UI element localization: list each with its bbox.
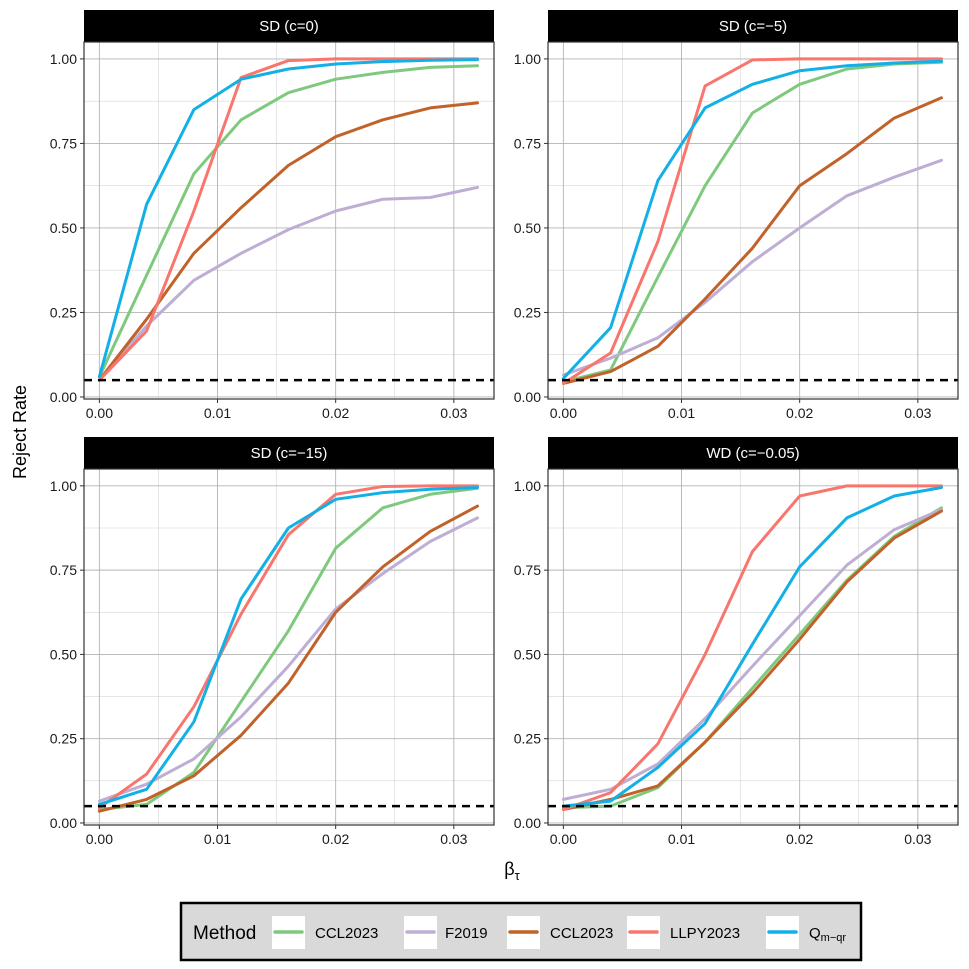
x-tick-label: 0.02 [322,405,349,421]
panel-4: WD (c=−0.05) 0.00 0.01 0.02 0.03 0.00 0.25 0.50… [514,437,959,847]
x-tick-label: 0.00 [550,405,577,421]
series-line-3 [97,101,479,382]
x-tick-label: 0.01 [668,405,695,421]
y-tick-label: 0.00 [50,389,77,405]
panel-title: SD (c=−15) [251,445,328,462]
series-line-2 [97,185,479,382]
series-line-2 [561,508,943,801]
series-line-4 [97,57,479,382]
y-axis-title: Reject Rate [10,385,30,479]
series-line-5 [561,486,943,808]
y-tick-label: 1.00 [50,51,77,67]
x-tick-label: 0.00 [86,405,113,421]
panel-border [547,41,959,400]
x-tick-label: 0.03 [440,831,467,847]
legend-label: Qm−qr [809,925,846,944]
y-tick-label: 0.50 [514,220,541,236]
y-tick-label: 1.00 [514,478,541,494]
y-tick-label: 0.75 [50,562,77,578]
y-tick-label: 1.00 [514,51,541,67]
y-tick-label: 0.25 [514,731,541,747]
series-line-5 [97,486,479,806]
x-axis-title-sub: τ [515,868,521,883]
series-line-5 [561,59,943,380]
x-tick-label: 0.02 [322,831,349,847]
y-tick-label: 0.00 [514,815,541,831]
legend-entries: CCL2023 F2019 CCL2023 LLPY2023 Qm−qr [272,916,846,949]
series-line-4 [561,57,943,385]
series-line-4 [561,484,943,811]
x-tick-label: 0.00 [550,831,577,847]
legend-label: CCL2023 [315,925,378,942]
y-tick-label: 0.00 [514,389,541,405]
y-tick-label: 0.25 [514,304,541,320]
y-tick-label: 0.75 [514,562,541,578]
x-tick-label: 0.02 [786,831,813,847]
panel-1: SD (c=0) 0.00 0.01 0.02 0.03 0.00 0.25 0.50 0.75… [50,10,495,421]
legend-entry-4: LLPY2023 [627,916,740,949]
y-tick-label: 0.75 [514,135,541,151]
y-tick-label: 0.75 [50,135,77,151]
legend: Method CCL2023 F2019 CCL2023 LLPY2023 Qm−qr [179,901,863,962]
panel-strip [548,10,958,42]
x-tick-label: 0.02 [786,405,813,421]
panel-title: SD (c=0) [259,18,319,35]
x-tick-label: 0.03 [440,405,467,421]
legend-entry-3: CCL2023 [507,916,613,949]
legend-label: F2019 [445,925,488,942]
series-line-2 [97,516,479,803]
legend-label-sub: m−qr [821,932,847,944]
series-line-1 [97,486,479,811]
x-axis-title: βτ [504,859,520,883]
legend-title: Method [193,923,256,944]
y-tick-label: 0.50 [50,220,77,236]
y-tick-label: 0.50 [514,646,541,662]
series-line-1 [97,64,479,379]
legend-entry-1: CCL2023 [272,916,378,949]
legend-entry-5: Qm−qr [766,916,846,949]
series-line-1 [561,60,943,384]
x-tick-label: 0.01 [668,831,695,847]
series-line-3 [561,509,943,811]
y-tick-label: 0.25 [50,304,77,320]
series-line-3 [561,96,943,385]
y-tick-label: 1.00 [50,478,77,494]
x-tick-label: 0.03 [904,405,931,421]
series-line-3 [97,504,479,813]
y-tick-label: 0.00 [50,815,77,831]
panel-2: SD (c=−5) 0.00 0.01 0.02 0.03 0.00 0.25 0.50 0.7… [514,10,959,421]
panel-border [547,468,959,826]
x-tick-label: 0.01 [204,405,231,421]
series-line-4 [97,484,479,810]
panel-border [83,468,495,826]
x-tick-label: 0.00 [86,831,113,847]
panel-3: SD (c=−15) 0.00 0.01 0.02 0.03 0.00 0.25 0.50 0.… [50,437,495,847]
x-axis-title-base: β [504,859,514,879]
legend-label-main: Q [809,925,821,942]
panel-border [83,41,495,400]
panels-group: SD (c=0) 0.00 0.01 0.02 0.03 0.00 0.25 0.50 0.75… [50,10,959,847]
legend-label: LLPY2023 [670,925,740,942]
x-tick-label: 0.01 [204,831,231,847]
y-tick-label: 0.25 [50,731,77,747]
legend-entry-2: F2019 [404,916,488,949]
panel-strip [84,10,494,42]
y-tick-label: 0.50 [50,646,77,662]
panel-strip [548,437,958,469]
series-line-5 [97,58,479,379]
series-line-2 [561,158,943,377]
panel-strip [84,437,494,469]
x-tick-label: 0.03 [904,831,931,847]
legend-label: CCL2023 [550,925,613,942]
panel-title: WD (c=−0.05) [706,445,799,462]
panel-title: SD (c=−5) [719,18,787,35]
